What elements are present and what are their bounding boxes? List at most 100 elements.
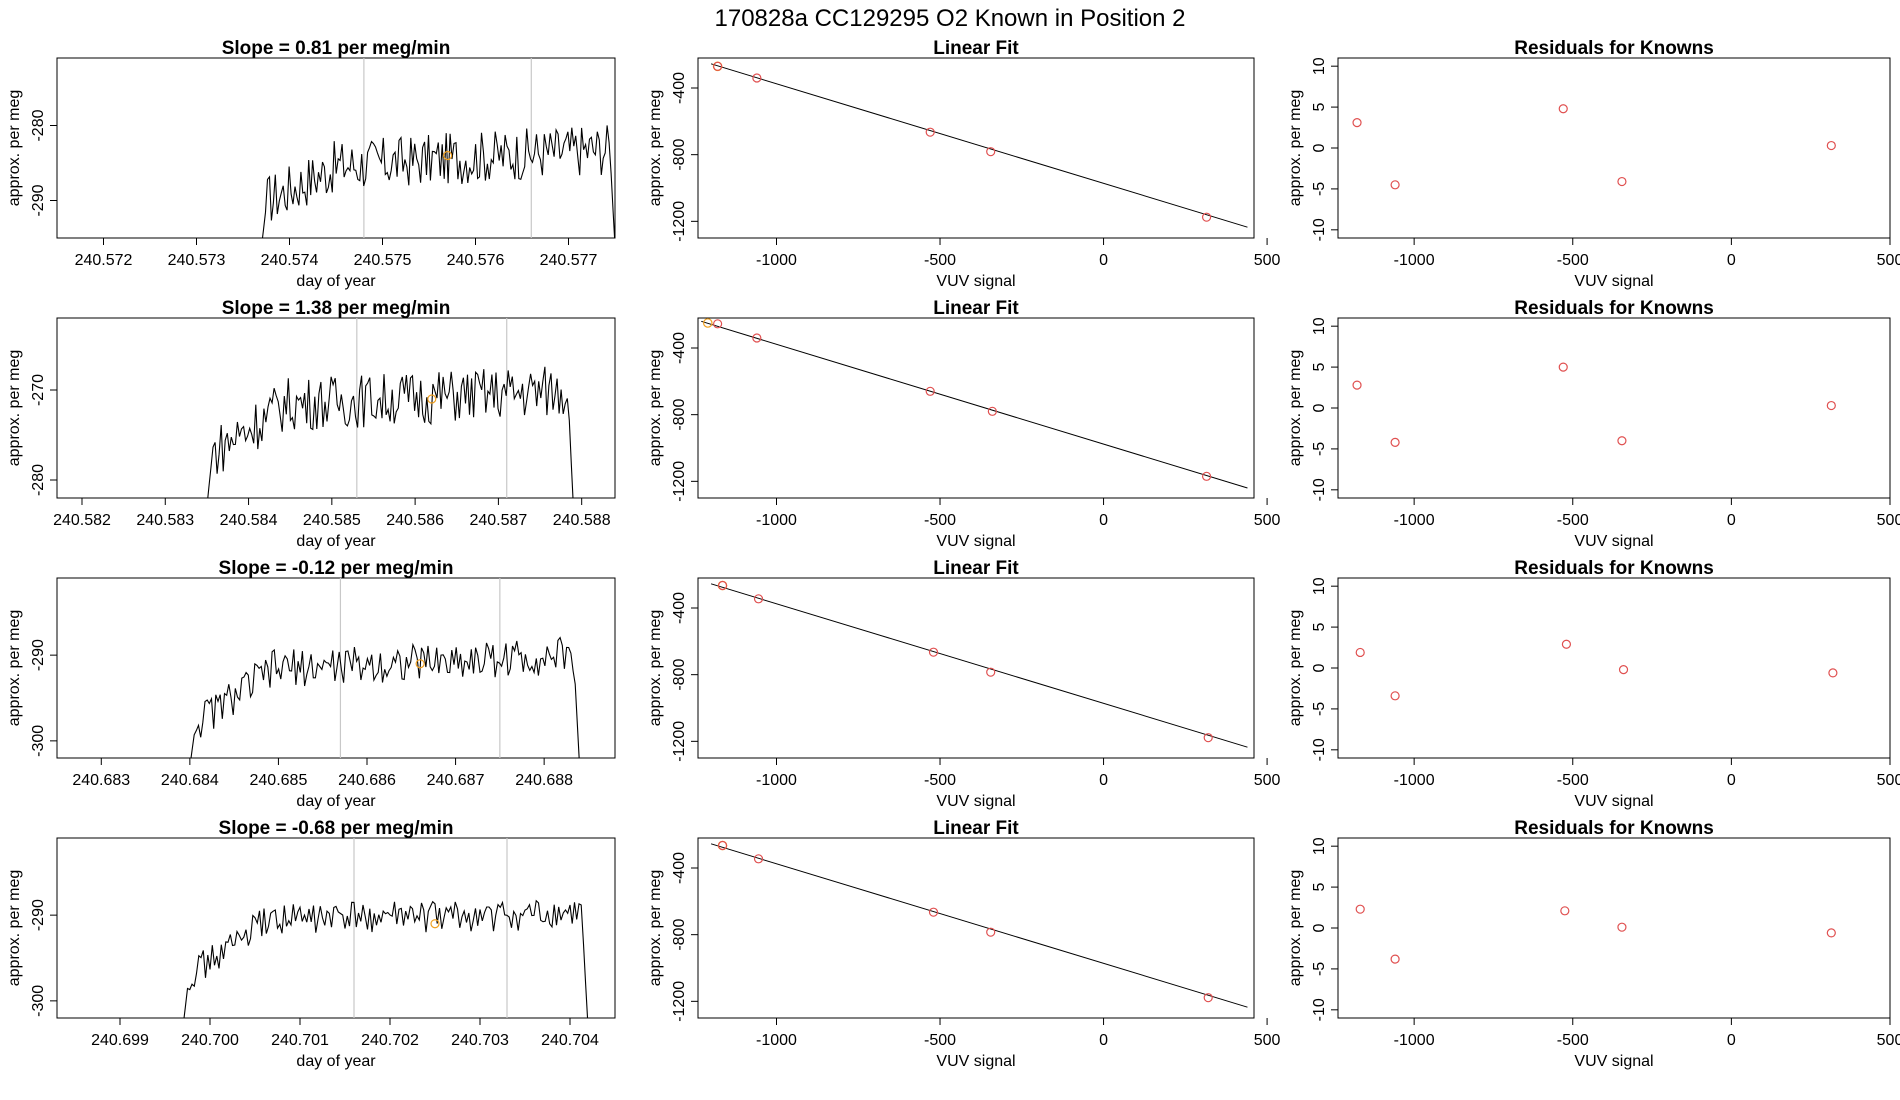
y-tick-label: -10 [1311, 478, 1328, 501]
y-tick-label: -5 [1311, 182, 1328, 196]
panel-title: Linear Fit [933, 558, 1019, 579]
x-tick-label: -500 [1557, 1032, 1589, 1049]
panel-1-3: Residuals for Knowns -1000 -500 0 500 10 5 0 -5 -… [1287, 38, 1900, 290]
data-point [1826, 928, 1836, 938]
y-axis-label: approx. per meg [647, 870, 664, 987]
x-tick-label: -500 [924, 512, 956, 529]
data-point [1390, 437, 1400, 447]
x-tick-label: 0 [1099, 512, 1108, 529]
y-tick-label: -10 [1311, 218, 1328, 241]
series-line [190, 636, 580, 758]
x-tick-label: 240.687 [427, 772, 485, 789]
data-point [925, 386, 935, 396]
x-axis-label: day of year [296, 273, 376, 290]
y-axis-label: approx. per meg [6, 90, 23, 207]
x-axis-label: VUV signal [936, 793, 1015, 810]
y-tick-label: -400 [671, 332, 688, 364]
x-tick-label: 240.587 [469, 512, 527, 529]
plot-frame [697, 317, 1255, 499]
y-axis-label: approx. per meg [6, 610, 23, 727]
x-tick-label: -1000 [756, 252, 797, 269]
x-tick-label: -1000 [1394, 1032, 1435, 1049]
y-tick-label: 10 [1311, 57, 1328, 75]
panel-3-1: Slope = -0.12 per meg/min 240.683 240.684 2… [6, 558, 616, 810]
x-axis-label: day of year [296, 533, 376, 550]
data-point [1828, 668, 1838, 678]
x-tick-label: 240.684 [161, 772, 219, 789]
panel-3-2: Linear Fit -1000 -500 0 500 -400 -800 -1200 VUV … [647, 558, 1281, 810]
panel-title: Slope = 1.38 per meg/min [222, 298, 451, 319]
y-tick-label: 10 [1311, 837, 1328, 855]
x-tick-label: -500 [1557, 512, 1589, 529]
y-tick-label: -10 [1311, 738, 1328, 761]
data-point [1352, 118, 1362, 128]
plot-frame [56, 577, 616, 759]
data-point [1201, 212, 1212, 222]
x-tick-label: 500 [1877, 1032, 1900, 1049]
x-tick-label: 240.576 [447, 252, 505, 269]
y-axis-label: approx. per meg [1287, 350, 1304, 467]
plot-area [1352, 362, 1836, 447]
data-point [1201, 471, 1212, 481]
panel-title: Linear Fit [933, 818, 1019, 839]
y-tick-label: -1200 [671, 461, 688, 502]
x-tick-label: 500 [1254, 1032, 1281, 1049]
y-axis-label: approx. per meg [1287, 610, 1304, 727]
highlight-point [703, 318, 713, 328]
x-axis-label: VUV signal [1574, 1053, 1653, 1070]
highlight-point [427, 394, 437, 404]
data-point [1355, 647, 1365, 658]
y-tick-label: -800 [671, 139, 688, 171]
panel-4-3: Residuals for Knowns -1000 -500 0 500 10 5 0 -5 -… [1287, 818, 1900, 1070]
panel-4-2: Linear Fit -1000 -500 0 500 -400 -800 -1200 VUV … [647, 818, 1281, 1070]
plot-area [710, 580, 1248, 748]
x-tick-label: 240.575 [354, 252, 412, 269]
x-tick-label: 240.574 [261, 252, 319, 269]
panel-title: Residuals for Knowns [1514, 38, 1714, 59]
x-tick-label: -500 [924, 252, 956, 269]
fit-line [701, 320, 1248, 489]
y-tick-label: -800 [671, 399, 688, 431]
plot-area [190, 578, 580, 758]
x-axis-label: VUV signal [936, 273, 1015, 290]
x-tick-label: 0 [1727, 772, 1736, 789]
plot-frame [697, 577, 1255, 759]
x-axis-label: VUV signal [1574, 533, 1653, 550]
series-line [207, 366, 574, 498]
plot-area [701, 318, 1248, 489]
x-tick-label: 240.572 [75, 252, 133, 269]
x-tick-label: 240.573 [168, 252, 226, 269]
data-point [752, 73, 762, 83]
x-tick-label: -1000 [1394, 772, 1435, 789]
y-axis-label: approx. per meg [6, 350, 23, 467]
data-point [928, 647, 939, 657]
y-tick-label: -400 [671, 852, 688, 884]
data-point [1617, 176, 1627, 187]
figure-title: 170828a CC129295 O2 Known in Position 2 [715, 5, 1186, 32]
panel-3-3: Residuals for Knowns -1000 -500 0 500 10 5 0 -5 -… [1287, 558, 1900, 810]
panel-grid: Slope = 0.81 per meg/min 240.572 240.573 24… [6, 38, 1900, 1070]
x-tick-label: -500 [1557, 252, 1589, 269]
x-axis-label: VUV signal [936, 533, 1015, 550]
highlight-point [443, 150, 453, 161]
y-tick-label: 5 [1311, 623, 1328, 632]
data-point [717, 580, 728, 591]
data-point [1561, 639, 1572, 649]
y-tick-label: -290 [30, 184, 47, 216]
data-point [713, 61, 723, 71]
panel-title: Linear Fit [933, 298, 1019, 319]
y-tick-label: 0 [1311, 403, 1328, 412]
y-tick-label: 5 [1311, 363, 1328, 372]
panel-2-3: Residuals for Knowns -1000 -500 0 500 10 5 0 -5 -… [1287, 298, 1900, 550]
y-tick-label: -10 [1311, 998, 1328, 1021]
panel-2-1: Slope = 1.38 per meg/min 240.582 240.583 24… [6, 298, 616, 550]
y-tick-label: -280 [30, 109, 47, 141]
plot-area [261, 58, 615, 238]
x-tick-label: 0 [1727, 512, 1736, 529]
plot-area [207, 318, 574, 498]
data-point [1617, 436, 1627, 446]
panel-title: Residuals for Knowns [1514, 818, 1714, 839]
y-axis-label: approx. per meg [647, 350, 664, 467]
x-tick-label: -1000 [1394, 252, 1435, 269]
